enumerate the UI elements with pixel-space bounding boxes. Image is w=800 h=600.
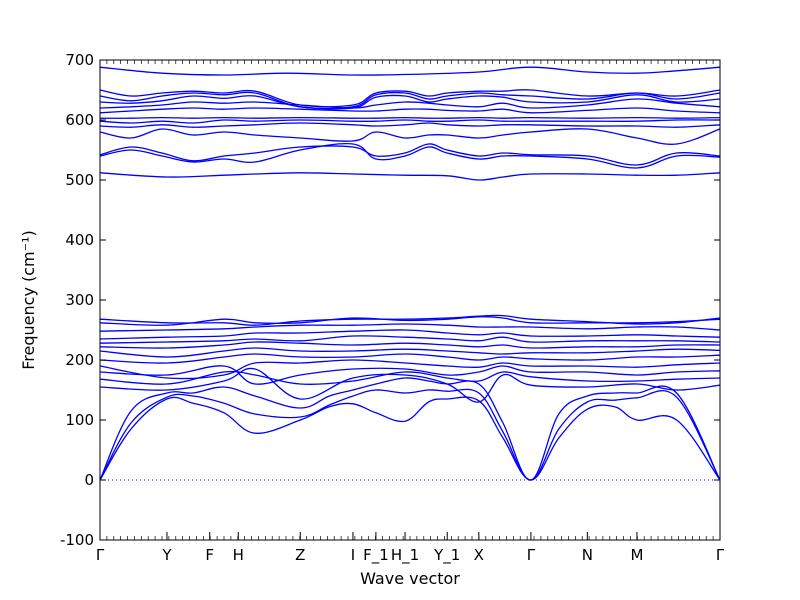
phonon-band-15 <box>99 314 721 326</box>
y-tick-label: 500 <box>65 171 94 189</box>
phonon-band-7 <box>99 359 721 380</box>
y-tick-label: 200 <box>65 351 94 369</box>
x-tick-label: Γ <box>716 546 725 564</box>
y-tick-label: 100 <box>65 411 94 429</box>
series-layer <box>99 66 721 481</box>
phonon-band-18 <box>99 143 721 166</box>
x-tick-label: N <box>582 546 593 564</box>
phonon-band-24 <box>99 98 721 109</box>
phonon-band-19 <box>99 128 721 145</box>
y-tick-label: 300 <box>65 291 94 309</box>
x-tick-label: Y_1 <box>433 546 460 565</box>
x-tick-label: X <box>474 546 484 564</box>
y-tick-label: -100 <box>60 531 94 549</box>
phonon-band-17 <box>99 143 721 169</box>
x-tick-label: I <box>351 546 355 564</box>
y-tick-label: 0 <box>84 471 94 489</box>
x-axis-label: Wave vector <box>360 569 460 588</box>
phonon-band-26 <box>99 91 721 110</box>
ticks-layer: -100 0 100 200 300 400 500 600 700 Γ Y F H Z I F_1 H_1 Y_… <box>60 51 725 565</box>
phonon-band-10 <box>99 341 721 349</box>
phonon-band-6 <box>99 365 721 385</box>
phonon-band-3 <box>99 377 721 481</box>
x-tick-label: Γ <box>527 546 536 564</box>
x-tick-label: Γ <box>96 546 105 564</box>
phonon-band-27 <box>99 89 721 108</box>
phonon-band-22 <box>99 116 721 119</box>
y-tick-label: 400 <box>65 231 94 249</box>
x-tick-label: M <box>630 546 643 564</box>
phonon-band-23 <box>99 107 721 114</box>
phonon-band-4 <box>99 367 721 403</box>
phonon-band-16 <box>99 172 721 181</box>
y-axis-label: Frequency (cm⁻¹) <box>19 230 38 369</box>
phonon-band-20 <box>99 122 721 128</box>
phonon-band-11 <box>99 335 721 344</box>
x-tick-label: F_1 <box>363 546 389 565</box>
y-tick-label: 600 <box>65 111 94 129</box>
x-tick-label: Y <box>161 546 172 564</box>
axes-frame <box>99 59 721 541</box>
x-tick-label: H_1 <box>391 546 419 565</box>
phonon-band-28 <box>99 66 721 76</box>
phonon-band-2 <box>99 388 721 481</box>
phonon-band-21 <box>99 119 721 124</box>
phonon-band-12 <box>99 329 721 340</box>
phonon-band-1 <box>99 396 721 481</box>
phonon-band-13 <box>99 323 721 332</box>
phonon-band-25 <box>99 94 721 110</box>
x-tick-label: H <box>233 546 244 564</box>
y-tick-label: 700 <box>65 51 94 69</box>
phonon-band-8 <box>99 353 721 364</box>
phonon-band-5 <box>99 370 721 385</box>
x-tick-label: F <box>205 546 214 564</box>
x-tick-label: Z <box>295 546 305 564</box>
phonon-band-9 <box>99 347 721 358</box>
